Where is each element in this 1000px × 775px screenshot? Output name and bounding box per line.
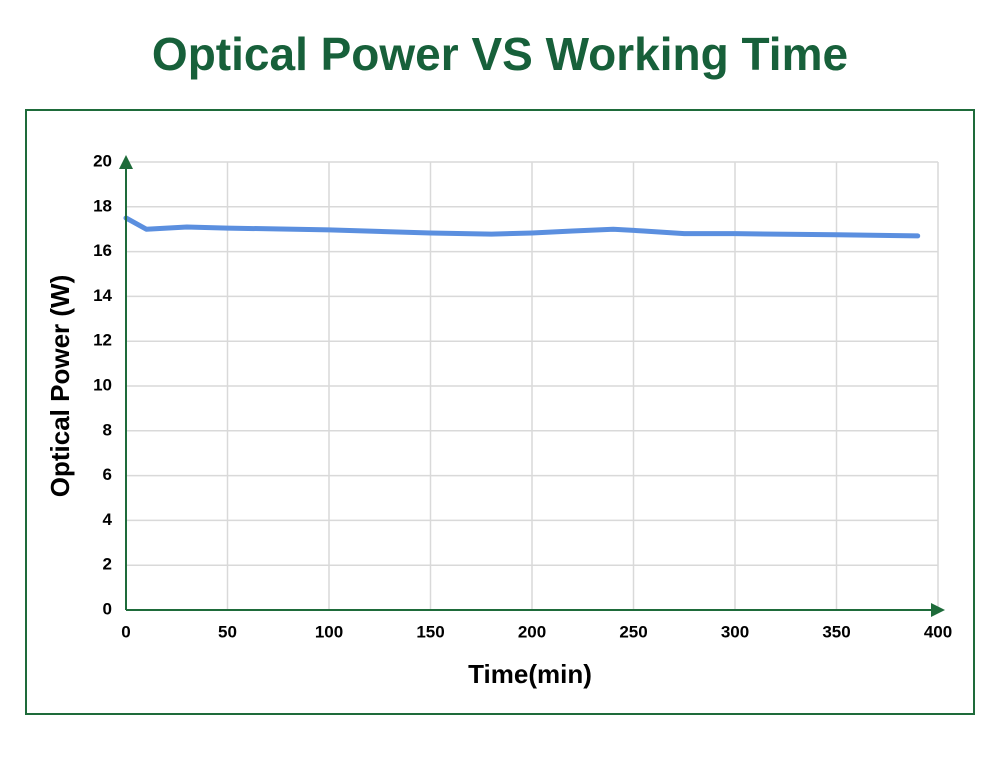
y-tick-label: 16 bbox=[93, 241, 112, 260]
y-tick-label: 14 bbox=[93, 286, 112, 305]
data-line bbox=[123, 215, 921, 239]
plot bbox=[123, 215, 921, 239]
y-tick-label: 18 bbox=[93, 196, 112, 215]
x-tick-label: 150 bbox=[416, 622, 444, 641]
chart-frame bbox=[25, 109, 975, 715]
y-tick-label: 0 bbox=[103, 599, 112, 618]
y-tick-label: 2 bbox=[103, 555, 112, 574]
x-tick-label: 400 bbox=[924, 622, 952, 641]
x-tick-label: 350 bbox=[822, 622, 850, 641]
y-tick-label: 6 bbox=[103, 465, 112, 484]
x-tick-label: 0 bbox=[121, 622, 130, 641]
x-tick-label: 100 bbox=[315, 622, 343, 641]
chart-title: Optical Power VS Working Time bbox=[152, 28, 848, 80]
y-tick-label: 8 bbox=[103, 420, 112, 439]
x-tick-label: 250 bbox=[619, 622, 647, 641]
y-tick-label: 10 bbox=[93, 375, 112, 394]
x-axis-title: Time(min) bbox=[468, 659, 592, 689]
y-tick-label: 12 bbox=[93, 331, 112, 350]
x-tick-label: 200 bbox=[518, 622, 546, 641]
y-tick-label: 4 bbox=[103, 510, 113, 529]
x-tick-label: 300 bbox=[721, 622, 749, 641]
y-tick-label: 20 bbox=[93, 151, 112, 170]
y-axis-title: Optical Power (W) bbox=[45, 275, 75, 497]
x-tick-label: 50 bbox=[218, 622, 237, 641]
